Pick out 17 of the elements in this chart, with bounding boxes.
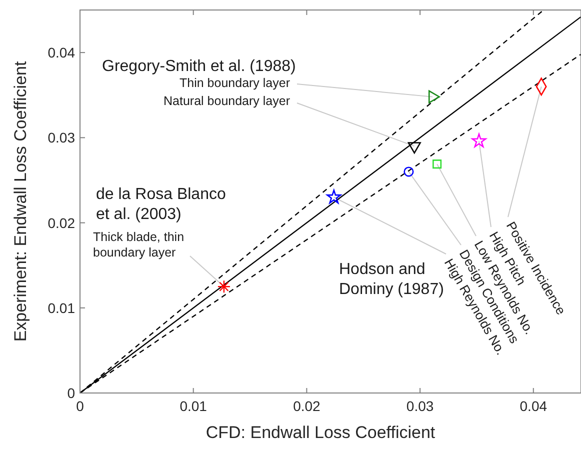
y-tick-label: 0.03 — [48, 130, 76, 146]
annotation: Gregory-Smith et al. (1988) — [102, 58, 296, 75]
x-tick-label: 0.04 — [520, 398, 548, 414]
x-tick-label: 0.03 — [406, 398, 434, 414]
y-tick-label: 0.04 — [48, 44, 76, 61]
x-tick-label: 0.01 — [180, 398, 208, 414]
y-tick-label: 0 — [67, 385, 76, 401]
y-tick-label: 0.02 — [48, 214, 76, 231]
y-axis-title: Experiment: Endwall Loss Coefficient — [11, 61, 30, 342]
annotation: de la Rosa Blanco et al. (2003) — [96, 186, 226, 223]
x-axis-title: CFD: Endwall Loss Coefficient — [206, 423, 436, 442]
y-tick-label: 0.01 — [48, 300, 76, 316]
annotation: Natural boundary layer — [164, 94, 290, 108]
annotation: Thick blade, thin boundary layer — [93, 230, 184, 260]
annotation: Thin boundary layer — [180, 76, 290, 90]
x-tick-label: 0.02 — [293, 398, 321, 414]
annotation: Hodson and Dominy (1987) — [339, 261, 444, 298]
